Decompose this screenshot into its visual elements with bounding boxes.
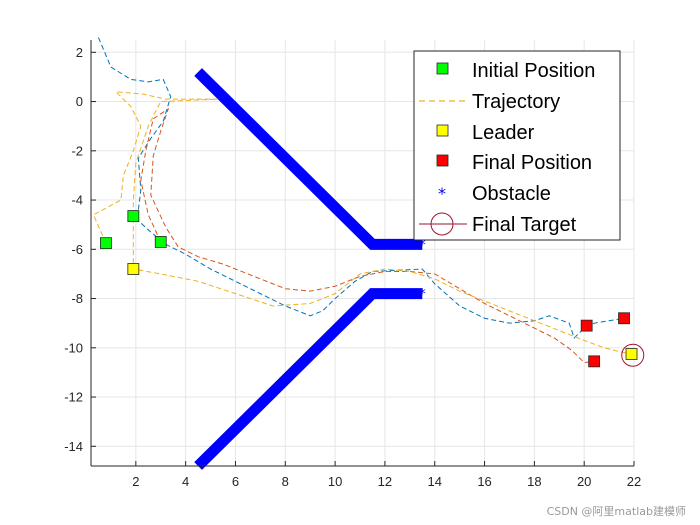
y-tick-label: -6: [71, 242, 83, 257]
legend-label-final: Final Position: [472, 152, 592, 174]
legend-label-trajectory: Trajectory: [472, 91, 560, 113]
legend-initial-marker: [436, 62, 449, 75]
trajectory-2: [140, 107, 595, 364]
final-target-marker: [621, 343, 645, 367]
legend-label-initial: Initial Position: [472, 60, 595, 82]
y-tick-label: -2: [71, 143, 83, 158]
legend-target-marker: [430, 212, 454, 236]
legend-label-target: Final Target: [472, 214, 577, 236]
legend-obstacle-marker: *: [438, 184, 446, 203]
legend: Initial Position Trajectory Leader Final…: [413, 50, 621, 241]
x-tick-label: 16: [477, 474, 491, 489]
final-position-marker: [618, 312, 630, 325]
y-tick-label: 2: [76, 45, 83, 60]
x-tick-label: 8: [282, 474, 289, 489]
obstacle-end-marker: *: [419, 237, 426, 253]
final-position-marker: [588, 355, 601, 368]
y-tick-label: 0: [76, 94, 83, 109]
trajectory-1: [98, 37, 625, 339]
trajectory-3: [92, 91, 632, 355]
watermark-text: CSDN @阿里matlab建模师: [546, 505, 686, 518]
initial-position-marker: [100, 237, 112, 250]
x-tick-label: 6: [232, 474, 239, 489]
legend-label-obstacle: Obstacle: [472, 183, 551, 205]
leader-final-marker: [625, 348, 638, 360]
legend-leader-marker: [436, 124, 449, 137]
legend-box: [413, 50, 621, 241]
trajectory-group: [92, 37, 632, 364]
x-tick-label: 10: [328, 474, 342, 489]
x-tick-label: 4: [182, 474, 189, 489]
initial-position-marker: [127, 210, 140, 222]
y-tick-label: -12: [64, 390, 83, 405]
y-tick-label: -10: [64, 340, 83, 355]
y-tick-label: -14: [64, 439, 83, 454]
x-tick-label: 20: [577, 474, 591, 489]
obstacle-end-marker: *: [419, 287, 426, 303]
leader-start-marker: [127, 263, 140, 275]
y-tick-label: -8: [71, 291, 83, 306]
obstacle-wall-2: [194, 288, 423, 470]
initial-position-marker: [154, 236, 167, 248]
x-tick-label: 14: [427, 474, 441, 489]
legend-final-marker: [436, 154, 449, 167]
x-tick-label: 18: [527, 474, 541, 489]
x-tick-label: 2: [132, 474, 139, 489]
legend-label-leader: Leader: [472, 122, 535, 144]
x-tick-label: 22: [627, 474, 641, 489]
final-position-marker: [580, 319, 593, 332]
marker-group: [100, 210, 645, 368]
obstacle-wall-1: [194, 68, 423, 250]
obstacle-group: **: [194, 68, 426, 470]
y-tick-label: -4: [71, 193, 83, 208]
x-tick-label: 12: [378, 474, 392, 489]
